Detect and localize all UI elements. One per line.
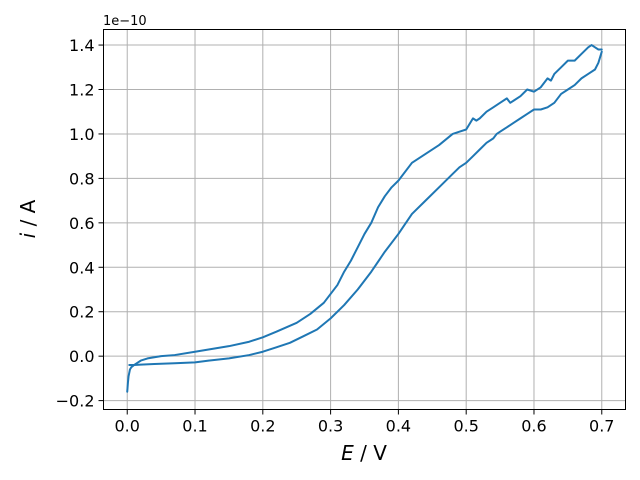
grid	[103, 29, 626, 410]
y-offset-label: 1e−10	[103, 14, 147, 29]
x-axis-label-symbol: E	[341, 441, 354, 465]
x-tick-label: 0.5	[453, 417, 478, 436]
plot-frame	[103, 29, 626, 410]
series-line-reverse-scan	[128, 50, 603, 367]
y-tick-label: 0.2	[69, 303, 94, 322]
y-tick-label: 0.8	[69, 169, 94, 188]
x-tick-label: 0.0	[115, 417, 140, 436]
y-tick-label: 0.6	[69, 214, 94, 233]
x-tick-label: 0.3	[318, 417, 343, 436]
x-axis-label: E / V	[341, 441, 387, 465]
x-tick-label: 0.4	[386, 417, 411, 436]
y-axis-label: i / A	[16, 199, 40, 238]
y-tick-label: 1.4	[69, 36, 94, 55]
y-tick-label: 0.4	[69, 258, 94, 277]
y-tick-label: 1.2	[69, 81, 94, 100]
x-tick-label: 0.6	[521, 417, 546, 436]
x-tick-label: 0.2	[250, 417, 275, 436]
y-axis-label-unit: / A	[16, 199, 40, 232]
series-line-forward-scan	[126, 44, 603, 393]
x-tick-label: 0.7	[589, 417, 614, 436]
y-tick-label: −0.2	[56, 392, 95, 411]
plot-lines	[126, 44, 603, 393]
ticks: 0.0 0.1 0.2 0.3 0.4 0.5 0.6 0.7 −0.2 0.0 0.2 0.4 0.6…	[56, 36, 615, 435]
y-tick-label: 1.0	[69, 125, 94, 144]
y-axis-label-symbol: i	[16, 232, 40, 238]
x-tick-label: 0.1	[182, 417, 207, 436]
y-tick-label: 0.0	[69, 347, 94, 366]
x-axis-label-unit: / V	[354, 441, 387, 465]
